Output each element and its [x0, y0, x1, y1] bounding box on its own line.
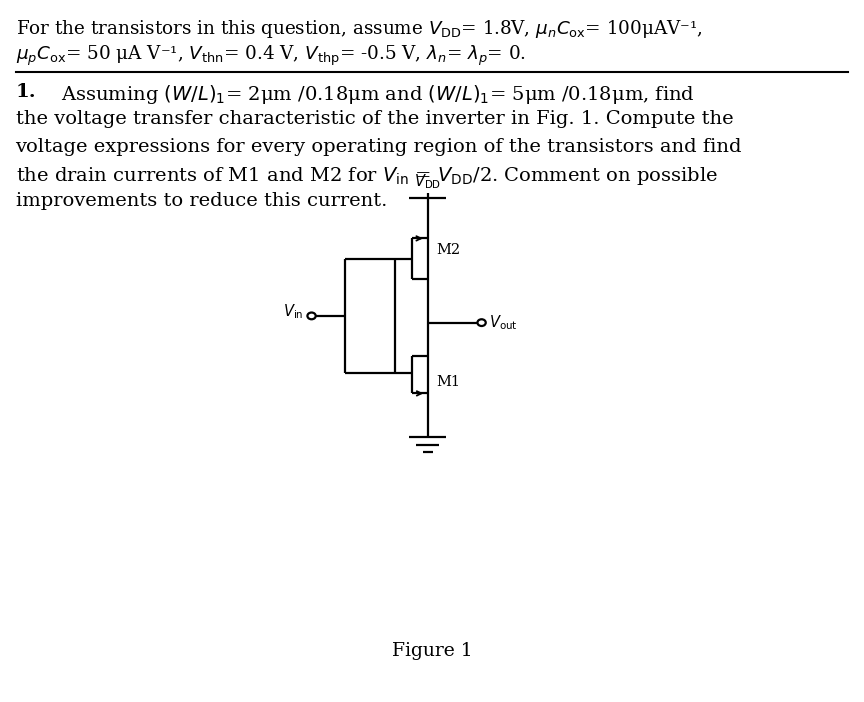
Text: improvements to reduce this current.: improvements to reduce this current.	[16, 192, 387, 211]
Text: $V_{\rm in}$: $V_{\rm in}$	[283, 303, 303, 322]
Text: Figure 1: Figure 1	[391, 642, 473, 660]
Text: $\mu_p C_{\rm ox}$= 50 μA V⁻¹, $V_{\rm thn}$= 0.4 V, $V_{\rm thp}$= -0.5 V, $\la: $\mu_p C_{\rm ox}$= 50 μA V⁻¹, $V_{\rm t…	[16, 44, 525, 67]
Text: 1.: 1.	[16, 83, 36, 101]
Text: $V_{\rm DD}$: $V_{\rm DD}$	[414, 172, 442, 190]
Text: $V_{\rm out}$: $V_{\rm out}$	[489, 313, 518, 332]
Text: M2: M2	[436, 243, 461, 257]
Text: the voltage transfer characteristic of the inverter in Fig. 1. Compute the: the voltage transfer characteristic of t…	[16, 110, 734, 128]
Text: M1: M1	[436, 375, 460, 389]
Text: Assuming $(W/L)_1$= 2μm /0.18μm and $(W/L)_1$= 5μm /0.18μm, find: Assuming $(W/L)_1$= 2μm /0.18μm and $(W/…	[55, 83, 696, 106]
Text: voltage expressions for every operating region of the transistors and find: voltage expressions for every operating …	[16, 138, 742, 156]
Text: For the transistors in this question, assume $V_{\rm DD}$= 1.8V, $\mu_n C_{\rm o: For the transistors in this question, as…	[16, 18, 702, 39]
Text: the drain currents of M1 and M2 for $V_{\rm in}$ = $V_{\rm DD}$/2. Comment on po: the drain currents of M1 and M2 for $V_{…	[16, 165, 717, 187]
